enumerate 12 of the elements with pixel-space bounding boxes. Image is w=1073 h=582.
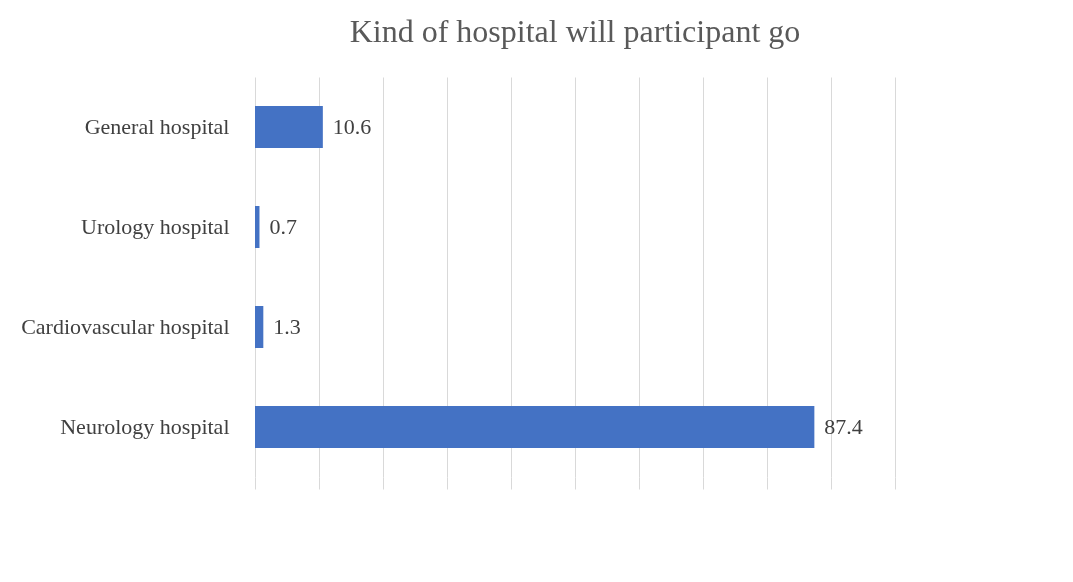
bar (255, 306, 264, 348)
data-label: 10.6 (332, 114, 372, 139)
data-label: 0.7 (269, 214, 297, 239)
y-tick-label: Neurology hospital (60, 414, 230, 439)
bar (255, 106, 323, 148)
data-label: 1.3 (273, 314, 301, 339)
bar (255, 406, 815, 448)
y-tick-label: Urology hospital (81, 214, 230, 239)
data-label: 87.4 (824, 414, 863, 439)
y-tick-label: Cardiovascular hospital (21, 314, 230, 339)
chart-title: Kind of hospital will participant go (349, 13, 801, 49)
y-tick-label: General hospital (84, 114, 230, 139)
